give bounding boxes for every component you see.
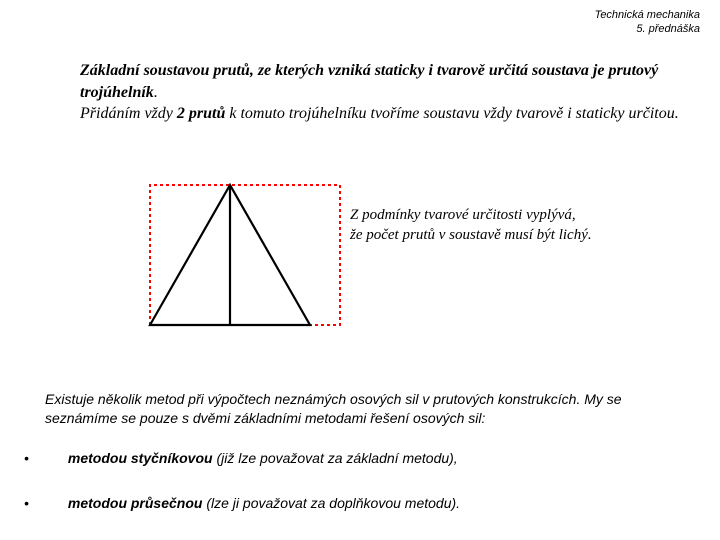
bullet-1-text: metodou styčníkovou (již lze považovat z… [68,450,668,466]
intro-paragraph: Základní soustavou prutů, ze kterých vzn… [80,60,680,125]
note-line-1: Z podmínky tvarové určitosti vyplývá, [350,205,690,225]
intro-sentence-2b: 2 prutů [177,105,225,122]
header-line-1: Technická mechanika [595,8,700,22]
bullet-2-rest: (lze ji považovat za doplňkovou metodu). [202,495,460,511]
header-line-2: 5. přednáška [595,22,700,36]
bullet-1-mark: • [20,450,64,466]
intro-sentence-1: Základní soustavou prutů, ze kterých vzn… [80,62,658,101]
bullet-1: • metodou styčníkovou (již lze považovat… [20,450,680,466]
bullet-2-bold: metodou průsečnou [68,495,203,511]
truss-diagram [130,175,350,330]
intro-period: . [154,84,158,101]
side-note: Z podmínky tvarové určitosti vyplývá, že… [350,205,690,246]
bullet-2-text: metodou průsečnou (lze ji považovat za d… [68,495,668,511]
intro-sentence-2c: k tomuto trojúhelníku tvoříme soustavu v… [225,105,678,122]
bullet-2: • metodou průsečnou (lze ji považovat za… [20,495,680,511]
note-line-2: že počet prutů v soustavě musí být lichý… [350,225,690,245]
bullet-1-rest: (již lze považovat za základní metodu), [213,450,458,466]
methods-intro: Existuje několik metod při výpočtech nez… [45,390,695,428]
bullet-1-bold: metodou styčníkovou [68,450,213,466]
methods-intro-text: Existuje několik metod při výpočtech nez… [45,391,622,426]
red-dashed-frame [150,185,340,325]
truss-svg [130,175,350,330]
bullet-2-mark: • [20,495,64,511]
page-header: Technická mechanika 5. přednáška [595,8,700,37]
intro-sentence-2a: Přidáním vždy [80,105,177,122]
